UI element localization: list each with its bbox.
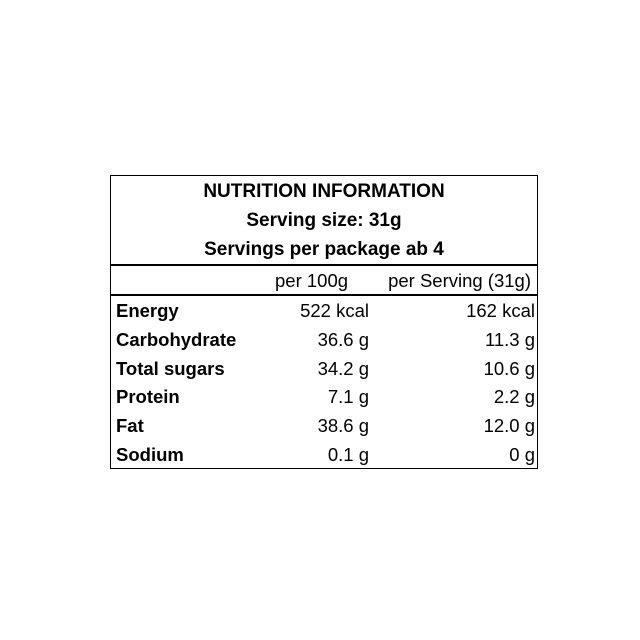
per-100g-value: 34.2 g [317,357,369,379]
nutrient-label: Carbohydrate [116,328,237,350]
divider [111,264,537,266]
column-header: per Serving (31g) [388,270,531,291]
per-100g-value: 0.1 g [327,444,369,465]
per-serving-value: 2.2 g [493,386,535,408]
title: NUTRITION INFORMATION [203,181,445,202]
divider [111,294,537,296]
nutrient-label: Fat [116,415,144,437]
per-100g-value: 36.6 g [317,328,369,350]
per-serving-value: 0 g [509,444,535,465]
serving-size: Serving size: 31g [246,210,402,231]
nutrition-panel: NUTRITION INFORMATION Serving size: 31g … [110,175,538,469]
nutrient-label: Sodium [116,444,184,465]
per-serving-value: 12.0 g [483,415,535,437]
per-100g-value: 7.1 g [327,386,369,408]
nutrient-label: Protein [116,386,180,408]
column-header: per 100g [275,270,349,291]
nutrient-label: Energy [116,300,179,321]
per-serving-value: 162 kcal [466,300,535,321]
per-serving-value: 10.6 g [483,357,535,379]
per-serving-value: 11.3 g [484,328,535,350]
per-100g-value: 38.6 g [317,415,369,437]
servings-per-package: Servings per package ab 4 [204,239,444,260]
nutrient-label: Total sugars [116,357,225,379]
per-100g-value: 522 kcal [300,300,369,321]
